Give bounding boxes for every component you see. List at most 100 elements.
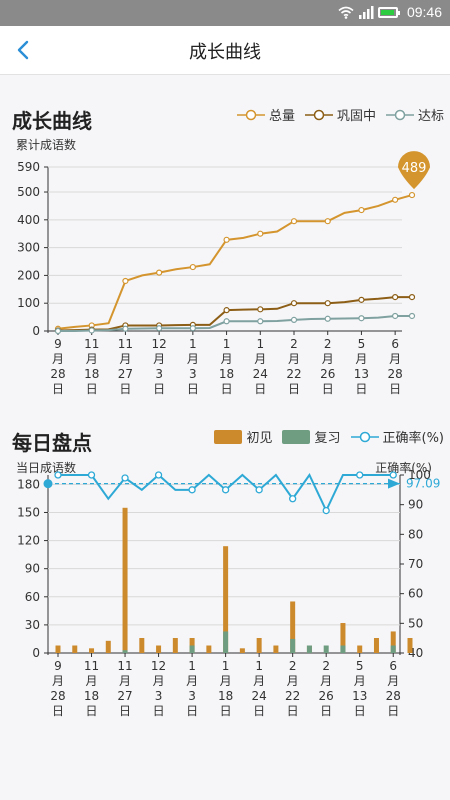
y-tick-label: 180 — [17, 477, 40, 491]
bar-review — [189, 645, 195, 653]
y-tick-label: 120 — [17, 534, 40, 548]
x-tick-label: 28 — [50, 689, 65, 703]
x-tick-label: 月 — [221, 352, 233, 366]
y2-tick-label: 100 — [408, 468, 431, 482]
x-tick-label: 日 — [119, 382, 131, 396]
x-tick-label: 27 — [117, 689, 132, 703]
bar-new — [122, 507, 128, 653]
x-tick-label: 11 — [118, 337, 133, 351]
daily-legend: 初见 复习 正确率(%) — [204, 427, 444, 446]
bar-new — [357, 645, 363, 653]
x-tick-label: 26 — [320, 367, 335, 381]
data-point — [358, 315, 365, 322]
legend-line-icon — [236, 109, 265, 120]
x-tick-label: 18 — [219, 367, 234, 381]
legend-accuracy-label: 正确率(%) — [382, 431, 445, 446]
data-point — [358, 206, 365, 214]
y-tick-label: 150 — [17, 505, 40, 519]
growth-chart: 01002003004005005909月28日11月18日11月27日12月3… — [17, 151, 430, 396]
x-tick-label: 26 — [319, 689, 334, 703]
bar-new — [373, 638, 379, 653]
x-tick-label: 月 — [153, 674, 165, 688]
series-line — [58, 314, 412, 332]
x-tick-label: 2 — [289, 659, 297, 673]
legend-consolidating-label: 巩固中 — [336, 109, 376, 124]
bar-new — [105, 640, 111, 653]
bar-new — [273, 645, 279, 653]
x-tick-label: 日 — [186, 704, 198, 718]
accuracy-point — [289, 495, 297, 503]
x-tick-label: 5 — [356, 659, 364, 673]
x-tick-label: 日 — [254, 382, 266, 396]
legend-total-label: 总量 — [268, 109, 295, 124]
data-point — [358, 296, 365, 303]
bar-new — [290, 601, 296, 653]
x-tick-label: 13 — [352, 689, 367, 703]
data-point — [257, 318, 264, 325]
data-point — [88, 327, 95, 334]
x-tick-label: 日 — [52, 382, 64, 396]
status-time: 09:46 — [406, 4, 442, 20]
bar-new — [407, 638, 413, 653]
x-tick-label: 月 — [354, 674, 366, 688]
legend-line-icon — [350, 431, 379, 442]
bar-review — [306, 645, 312, 653]
data-point — [257, 306, 264, 313]
accuracy-point — [356, 471, 364, 479]
x-tick-label: 月 — [119, 352, 131, 366]
x-tick-label: 11 — [117, 659, 132, 673]
x-tick-label: 1 — [222, 659, 230, 673]
daily-left-caption: 当日成语数 — [16, 461, 77, 475]
x-tick-label: 6 — [389, 659, 397, 673]
page-title: 成长曲线 — [189, 42, 261, 63]
chevron-left-icon[interactable] — [10, 36, 38, 64]
x-tick-label: 11 — [84, 337, 99, 351]
x-tick-label: 18 — [84, 689, 99, 703]
series-line — [57, 194, 413, 330]
x-tick-label: 6 — [391, 337, 399, 351]
bar-review — [340, 645, 346, 653]
series-line — [57, 296, 412, 332]
bar-new — [156, 645, 162, 653]
bar-new — [89, 648, 95, 653]
legend-review-label: 复习 — [314, 431, 341, 446]
x-tick-label: 日 — [355, 382, 367, 396]
y2-tick-label: 50 — [408, 616, 423, 630]
y-tick-label: 100 — [17, 296, 40, 310]
x-tick-label: 月 — [220, 674, 232, 688]
bar-new — [256, 638, 262, 653]
y2-tick-label: 80 — [408, 527, 423, 541]
x-tick-label: 日 — [153, 704, 165, 718]
legend-review: 复习 — [282, 427, 341, 446]
y-tick-label: 590 — [17, 160, 40, 174]
value-badge-label: 489 — [402, 161, 427, 176]
x-tick-label: 28 — [388, 367, 403, 381]
daily-chart: 03060901201501804050607080901009月28日11月1… — [17, 468, 440, 718]
y-tick-label: 400 — [17, 213, 40, 227]
accuracy-point — [322, 506, 330, 515]
x-tick-label: 月 — [187, 352, 199, 366]
legend-line-icon — [385, 109, 414, 120]
data-point — [392, 293, 399, 301]
data-point — [54, 327, 62, 335]
accuracy-point — [221, 486, 230, 494]
legend-bar-icon — [214, 429, 243, 444]
x-tick-label: 2 — [324, 337, 332, 351]
x-tick-label: 1 — [188, 659, 196, 673]
average-label: 97.09 — [406, 477, 440, 491]
x-tick-label: 22 — [285, 689, 300, 703]
bar-new — [172, 638, 178, 653]
y-tick-label: 30 — [25, 618, 40, 632]
bar-new — [223, 546, 229, 653]
legend-total: 总量 — [236, 105, 295, 124]
x-tick-label: 13 — [354, 367, 369, 381]
x-tick-label: 月 — [355, 352, 367, 366]
y2-tick-label: 90 — [408, 498, 423, 512]
x-tick-label: 27 — [118, 367, 133, 381]
value-badge — [398, 151, 430, 190]
x-tick-label: 月 — [86, 674, 98, 688]
x-tick-label: 22 — [286, 367, 301, 381]
x-tick-label: 18 — [218, 689, 233, 703]
x-tick-label: 月 — [322, 352, 334, 366]
nav-bar: 成长曲线 — [0, 26, 450, 75]
